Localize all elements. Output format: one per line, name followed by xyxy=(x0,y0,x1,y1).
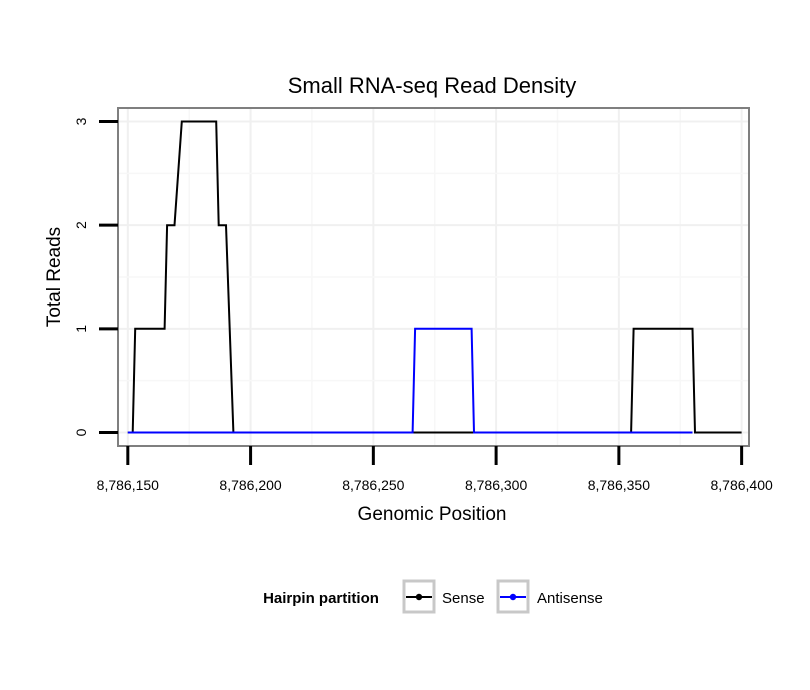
x-tick-label: 8,786,250 xyxy=(342,477,404,493)
legend-title: Hairpin partition xyxy=(263,590,379,607)
plot-panel-border xyxy=(117,107,750,447)
x-tick-label: 8,786,300 xyxy=(465,477,527,493)
series-layer xyxy=(127,120,742,434)
legend-marker-sense xyxy=(415,593,423,601)
legend-item-antisense: Antisense xyxy=(496,579,603,614)
x-tick-label: 8,786,200 xyxy=(219,477,281,493)
y-tick-label: 3 xyxy=(73,117,89,125)
y-axis: 0 1 2 3 xyxy=(73,117,118,436)
y-tick-label: 2 xyxy=(73,221,89,229)
series-line-sense xyxy=(127,120,742,434)
y-tick-label: 0 xyxy=(73,428,89,436)
legend-label-antisense: Antisense xyxy=(537,590,603,607)
legend-marker-antisense xyxy=(509,593,517,601)
y-tick-label: 1 xyxy=(73,325,89,333)
x-tick-label: 8,786,400 xyxy=(710,477,772,493)
legend-label-sense: Sense xyxy=(442,590,485,607)
series-line-antisense xyxy=(127,327,693,434)
grid xyxy=(118,108,749,446)
x-tick-label: 8,786,350 xyxy=(588,477,650,493)
x-axis: 8,786,150 8,786,200 8,786,250 8,786,300 8,78… xyxy=(97,446,773,493)
legend-item-sense: Sense xyxy=(402,579,485,614)
y-axis-title: Total Reads xyxy=(44,227,65,327)
legend: Hairpin partition Sense Antisense xyxy=(263,579,603,614)
chart-title: Small RNA-seq Read Density xyxy=(288,73,577,98)
x-tick-label: 8,786,150 xyxy=(97,477,159,493)
x-axis-title: Genomic Position xyxy=(358,504,507,525)
